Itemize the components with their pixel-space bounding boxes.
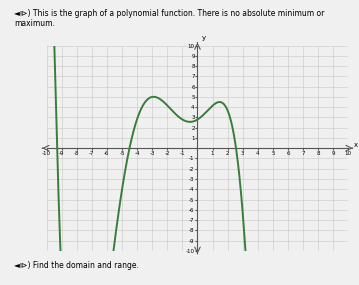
- Text: x: x: [354, 142, 358, 148]
- Text: ◄⧐) Find the domain and range.: ◄⧐) Find the domain and range.: [14, 261, 139, 270]
- Text: ◄⧐) This is the graph of a polynomial function. There is no absolute minimum or : ◄⧐) This is the graph of a polynomial fu…: [14, 9, 325, 28]
- Text: y: y: [202, 36, 206, 42]
